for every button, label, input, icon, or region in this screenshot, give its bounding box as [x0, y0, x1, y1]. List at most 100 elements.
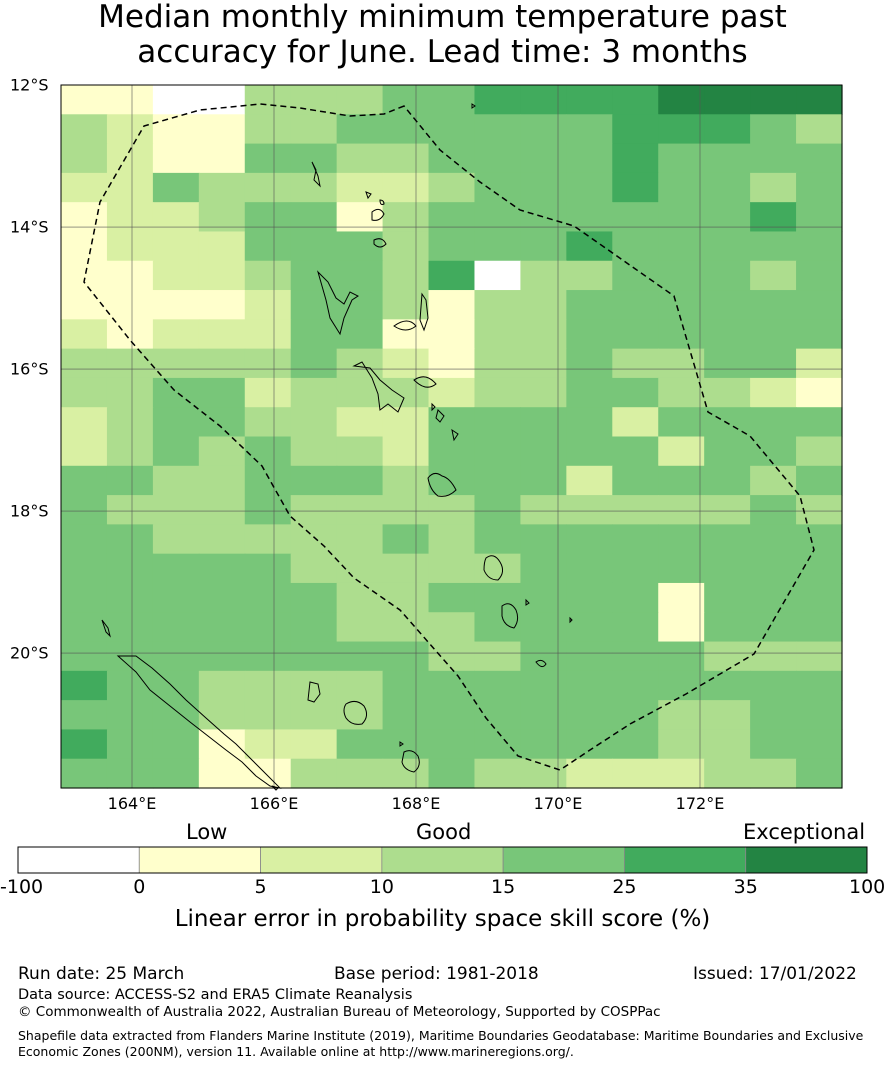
- grid-cell: [428, 231, 476, 262]
- island-epi: [435, 409, 445, 423]
- grid-cell: [61, 524, 108, 555]
- grid-cell: [336, 758, 384, 789]
- grid-cell: [796, 172, 843, 203]
- grid-cell: [336, 143, 384, 174]
- grid-cell: [152, 465, 200, 496]
- grid-cell: [612, 231, 659, 262]
- grid-cell: [566, 290, 613, 320]
- grid-cell: [796, 114, 843, 145]
- grid-cell: [336, 700, 384, 731]
- longitude-label: 168°E: [391, 794, 441, 813]
- island-pentecost: [419, 292, 429, 332]
- grid-cell: [152, 612, 200, 643]
- grid-cell: [704, 319, 751, 350]
- grid-cell: [750, 553, 797, 584]
- grid-cell: [428, 436, 476, 467]
- grid-cell: [428, 348, 476, 379]
- grid-cell: [244, 348, 292, 379]
- grid-cell: [474, 377, 522, 408]
- grid-cell: [428, 172, 476, 203]
- grid-cell: [658, 465, 705, 496]
- grid-cell: [106, 758, 154, 789]
- grid-cell: [566, 377, 613, 408]
- grid-cell: [198, 202, 246, 233]
- grid-cell: [152, 524, 200, 555]
- grid-cell: [612, 495, 659, 525]
- grid-cell: [152, 436, 200, 467]
- grid-cell: [61, 377, 108, 408]
- grid-cell: [750, 758, 797, 789]
- grid-cell: [152, 260, 200, 291]
- grid-cell: [244, 524, 292, 555]
- grid-cell: [382, 85, 430, 115]
- grid-cell: [612, 202, 659, 233]
- grid-cell: [290, 700, 338, 731]
- grid-cell: [198, 172, 246, 203]
- island-paama: [431, 402, 436, 412]
- grid-cell: [152, 348, 200, 379]
- grid-cell: [244, 260, 292, 291]
- grid-cell: [382, 407, 430, 438]
- grid-cell: [382, 495, 430, 525]
- island-walpole: [399, 741, 404, 747]
- copyright-notice: © Commonwealth of Australia 2022, Austra…: [18, 1004, 661, 1020]
- grid-cell: [566, 407, 613, 438]
- grid-cell: [428, 670, 476, 701]
- island-aniwa: [525, 598, 530, 606]
- grid-cell: [566, 700, 613, 731]
- grid-cell: [244, 612, 292, 643]
- grid-cell: [750, 729, 797, 760]
- island-vanua-lava: [379, 199, 385, 205]
- grid-cell: [336, 641, 384, 672]
- island-espiritu-santo: [316, 270, 359, 336]
- grid-cell: [658, 202, 705, 233]
- colorbar-swatch: [17, 846, 140, 874]
- grid-cell: [566, 348, 613, 379]
- grid-cell: [106, 436, 154, 467]
- grid-cell: [796, 319, 843, 350]
- grid-cell: [336, 377, 384, 408]
- colorbar-tick-label: 100: [849, 876, 885, 898]
- grid-cell: [566, 319, 613, 350]
- grid-cell: [106, 407, 154, 438]
- grid-cell: [566, 582, 613, 613]
- grid-cell: [106, 465, 154, 496]
- grid-cell: [336, 290, 384, 320]
- grid-cell: [152, 582, 200, 613]
- grid-cell: [382, 172, 430, 203]
- grid-cell: [244, 85, 292, 115]
- grid-cell: [244, 319, 292, 350]
- grid-cell: [152, 143, 200, 174]
- grid-cell: [474, 260, 522, 291]
- grid-cell: [658, 231, 705, 262]
- grid-cell: [612, 582, 659, 613]
- latitude-label: 14°S: [10, 217, 49, 237]
- longitude-label: 164°E: [107, 794, 157, 813]
- grid-cell: [290, 231, 338, 262]
- grid-cell: [612, 143, 659, 174]
- grid-cell: [152, 495, 200, 525]
- data-source: Data source: ACCESS-S2 and ERA5 Climate …: [18, 987, 413, 1003]
- grid-cell: [152, 377, 200, 408]
- grid-cell: [520, 700, 567, 731]
- grid-cell: [520, 407, 567, 438]
- grid-cell: [198, 495, 246, 525]
- grid-cell: [198, 377, 246, 408]
- longitude-label: 170°E: [533, 794, 583, 813]
- grid-cell: [61, 582, 108, 613]
- grid-cell: [704, 231, 751, 262]
- grid-cell: [152, 231, 200, 262]
- grid-cell: [428, 85, 476, 115]
- grid-cell: [520, 348, 567, 379]
- grid-cell: [198, 553, 246, 584]
- grid-cell: [612, 729, 659, 760]
- island-hunter: [471, 103, 476, 109]
- grid-cell: [612, 85, 659, 115]
- grid-cell: [61, 114, 108, 145]
- graticule: [61, 85, 842, 788]
- grid-cell: [796, 85, 843, 115]
- grid-cell: [244, 495, 292, 525]
- latitude-label: 12°S: [10, 75, 49, 95]
- grid-cell: [244, 377, 292, 408]
- grid-cell: [474, 758, 522, 789]
